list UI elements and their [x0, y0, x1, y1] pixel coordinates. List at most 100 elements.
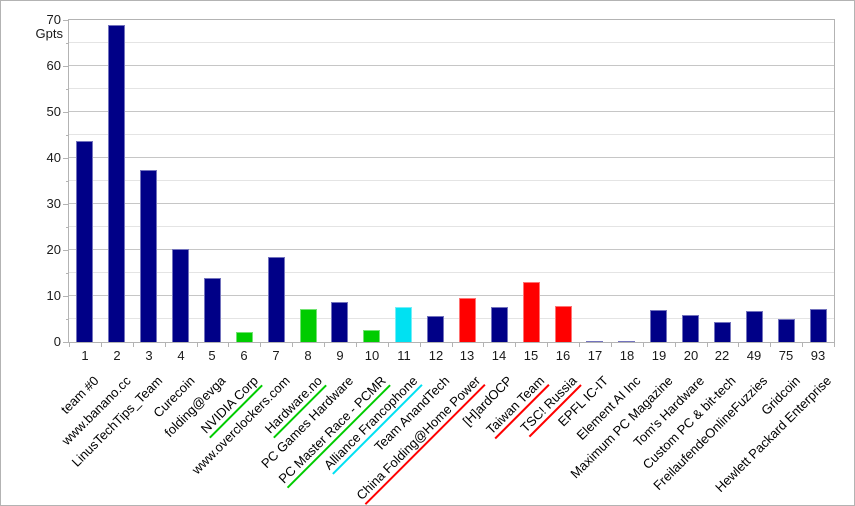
x-rank-label: 75 [778, 348, 794, 363]
y-tick-label: 0 [53, 334, 61, 349]
y-axis-tick [63, 158, 69, 159]
gridline-major [69, 203, 834, 204]
x-axis-tick [579, 342, 580, 347]
x-rank-label: 10 [364, 348, 380, 363]
y-tick-label: 40 [46, 150, 61, 165]
y-axis-title: Gpts [35, 26, 63, 41]
gridline-minor [69, 88, 834, 89]
x-axis-tick [802, 342, 803, 347]
x-rank-label: 6 [240, 348, 248, 363]
x-rank-label: 20 [683, 348, 699, 363]
x-axis-tick [356, 342, 357, 347]
y-axis-tick [66, 43, 69, 44]
x-axis-tick [738, 342, 739, 347]
plot-area [68, 19, 835, 343]
bar-19 [650, 310, 667, 342]
bar-3 [140, 170, 157, 342]
x-axis-tick [452, 342, 453, 347]
x-axis-tick [133, 342, 134, 347]
x-rank-label: 2 [113, 348, 121, 363]
x-axis-tick [101, 342, 102, 347]
y-axis-tick [63, 20, 69, 21]
y-axis-tick [63, 66, 69, 67]
x-rank-label: 16 [555, 348, 571, 363]
x-rank-label: 15 [523, 348, 539, 363]
x-axis-tick [388, 342, 389, 347]
gridline-minor [69, 134, 834, 135]
x-axis-tick [834, 342, 835, 347]
x-rank-label: 7 [272, 348, 280, 363]
bar-16 [555, 306, 572, 342]
x-axis-tick [292, 342, 293, 347]
x-axis-tick [707, 342, 708, 347]
x-axis-tick [643, 342, 644, 347]
bar-14 [491, 307, 508, 342]
gridline-major [69, 157, 834, 158]
bar-12 [427, 316, 444, 342]
bar-75 [778, 319, 795, 342]
y-axis-tick [66, 89, 69, 90]
gridline-minor [69, 318, 834, 319]
bar-6 [236, 332, 253, 342]
x-axis-tick [420, 342, 421, 347]
y-axis-tick [63, 250, 69, 251]
bar-10 [363, 330, 380, 342]
bar-1 [76, 141, 93, 342]
x-rank-label: 8 [304, 348, 312, 363]
bar-2 [108, 25, 125, 342]
x-axis-tick [260, 342, 261, 347]
x-rank-label: 93 [810, 348, 826, 363]
y-tick-label: 20 [46, 242, 61, 257]
bar-5 [204, 278, 221, 342]
bar-15 [523, 282, 540, 342]
bar-49 [746, 311, 763, 342]
y-tick-label: 70 [46, 12, 61, 27]
y-axis-tick [66, 135, 69, 136]
x-axis-tick [324, 342, 325, 347]
y-axis-tick [63, 204, 69, 205]
x-rank-label: 3 [145, 348, 153, 363]
y-axis-tick [63, 296, 69, 297]
y-axis-tick [66, 181, 69, 182]
y-tick-label: 10 [46, 288, 61, 303]
bar-93 [810, 309, 827, 342]
gridline-minor [69, 42, 834, 43]
x-rank-label: 12 [428, 348, 444, 363]
x-axis-tick [547, 342, 548, 347]
bar-17 [586, 341, 603, 342]
gridline-major [69, 295, 834, 296]
x-rank-label: 19 [651, 348, 667, 363]
bar-13 [459, 298, 476, 342]
x-rank-label: 5 [208, 348, 216, 363]
x-axis-tick [165, 342, 166, 347]
gridline-major [69, 65, 834, 66]
gridline-major [69, 249, 834, 250]
bar-9 [331, 302, 348, 342]
x-rank-label: 1 [81, 348, 89, 363]
bar-20 [682, 315, 699, 342]
y-axis-tick [66, 319, 69, 320]
x-rank-label: 22 [714, 348, 730, 363]
y-tick-label: 60 [46, 58, 61, 73]
x-rank-label: 17 [587, 348, 603, 363]
gridline-major [69, 111, 834, 112]
y-axis-tick [66, 227, 69, 228]
x-axis-tick [69, 342, 70, 347]
x-axis-tick [228, 342, 229, 347]
y-tick-label: 50 [46, 104, 61, 119]
x-rank-label: 18 [619, 348, 635, 363]
x-axis-tick [197, 342, 198, 347]
x-axis-tick [675, 342, 676, 347]
gridline-minor [69, 226, 834, 227]
y-axis-tick [63, 112, 69, 113]
bar-8 [300, 309, 317, 342]
x-rank-label: 9 [336, 348, 344, 363]
bar-11 [395, 307, 412, 342]
x-rank-label: 14 [491, 348, 507, 363]
x-axis-tick [515, 342, 516, 347]
bar-4 [172, 249, 189, 342]
x-axis-tick [483, 342, 484, 347]
x-rank-label: 4 [177, 348, 185, 363]
gridline-minor [69, 272, 834, 273]
